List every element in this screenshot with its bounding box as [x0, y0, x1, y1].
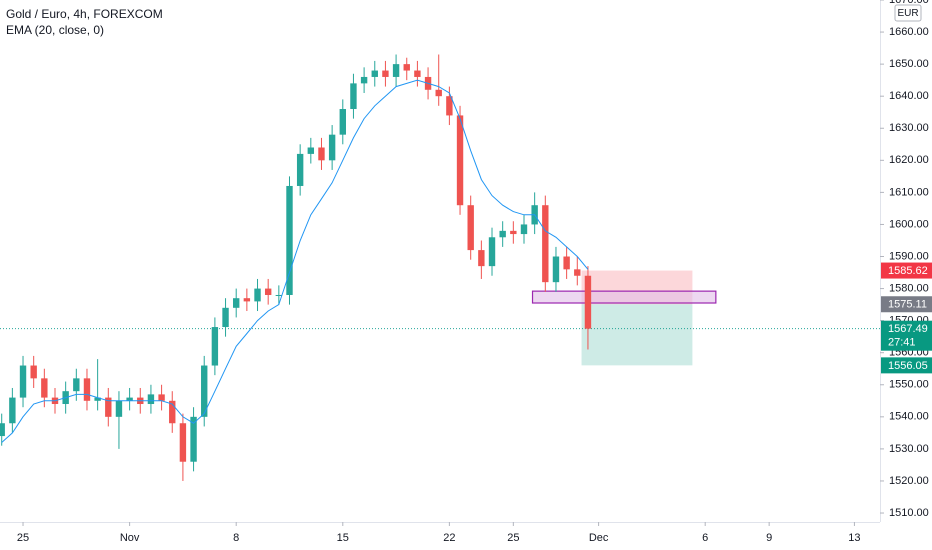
- x-tick-label: 25: [17, 532, 29, 544]
- candle-body: [296, 153, 304, 186]
- y-tick-label: 1550.00: [889, 379, 929, 391]
- y-tick-label: 1620.00: [889, 154, 929, 166]
- chart-title: Gold / Euro, 4h, FOREXCOM: [6, 7, 163, 21]
- x-tick-label: 25: [507, 532, 519, 544]
- current-price-label: 1567.49: [888, 323, 928, 335]
- candle-body: [339, 109, 346, 135]
- candle-body: [254, 288, 261, 302]
- x-tick-label: 15: [337, 532, 349, 544]
- candle-body: [478, 250, 485, 267]
- candle-body: [360, 76, 368, 84]
- y-tick-label: 1530.00: [889, 443, 929, 455]
- x-tick-label: Nov: [120, 532, 140, 544]
- candle-body: [179, 423, 187, 462]
- candle-body: [211, 327, 219, 366]
- candle-body: [190, 416, 197, 462]
- candle-body: [488, 237, 496, 267]
- countdown-label: 27:41: [888, 337, 916, 349]
- candle-body: [520, 224, 528, 235]
- candle-body: [105, 397, 112, 417]
- candle-body: [222, 307, 229, 328]
- stop-price-badge: [881, 262, 932, 279]
- candle-body: [19, 365, 27, 398]
- candle-body: [307, 147, 315, 154]
- candle-body: [574, 269, 581, 276]
- candle-body: [0, 423, 5, 437]
- candle-body: [318, 147, 325, 161]
- candle-body: [243, 298, 251, 302]
- candle-body: [542, 205, 549, 283]
- candle-body: [275, 294, 283, 296]
- y-tick-label: 1610.00: [889, 186, 929, 198]
- candle-body: [158, 394, 165, 401]
- x-tick-label: 9: [766, 532, 772, 544]
- candle-body: [286, 185, 293, 295]
- candle-body: [371, 70, 378, 77]
- indicator-label: EMA (20, close, 0): [6, 23, 104, 37]
- candle-body: [83, 378, 91, 401]
- candle-body: [414, 70, 421, 77]
- x-tick-label: 13: [848, 532, 860, 544]
- entry-price-label: 1575.11: [888, 299, 927, 311]
- target-price-badge: [881, 357, 932, 374]
- candle-body: [233, 298, 240, 308]
- x-tick-label: Dec: [589, 532, 609, 544]
- candle-body: [30, 365, 37, 379]
- candle-body: [94, 397, 101, 401]
- candle-body: [563, 256, 570, 270]
- y-tick-label: 1660.00: [889, 26, 929, 38]
- y-tick-label: 1650.00: [889, 58, 929, 70]
- candle-body: [115, 400, 123, 417]
- y-tick-label: 1510.00: [889, 507, 929, 519]
- y-tick-label: 1630.00: [889, 122, 929, 134]
- candle-body: [403, 64, 410, 71]
- candle-body: [382, 70, 389, 77]
- candle-body: [584, 275, 592, 329]
- candle-body: [456, 115, 464, 206]
- y-tick-label: 1520.00: [889, 475, 929, 487]
- y-tick-label: 1600.00: [889, 218, 929, 230]
- y-tick-label: 1640.00: [889, 90, 929, 102]
- candle-body: [147, 394, 155, 405]
- candle-body: [169, 400, 176, 424]
- candle-body: [552, 256, 560, 283]
- candle-body: [499, 230, 506, 238]
- candle-body: [467, 205, 474, 251]
- candle-body: [328, 134, 336, 161]
- candle-body: [126, 397, 133, 401]
- candle-body: [201, 365, 208, 417]
- ema-line: [1, 79, 589, 443]
- x-tick-label: 6: [702, 532, 708, 544]
- candle-body: [510, 230, 517, 235]
- stop-price-label: 1585.62: [888, 265, 928, 277]
- x-tick-label: 22: [443, 532, 455, 544]
- entry-price-badge: [881, 296, 932, 313]
- y-tick-label: 1670.00: [889, 0, 929, 6]
- target-zone: [581, 304, 693, 366]
- candle-body: [41, 378, 48, 398]
- plot-area: [0, 54, 880, 481]
- candle-body: [264, 288, 272, 295]
- x-tick-label: 8: [233, 532, 239, 544]
- current-price-badge: [881, 320, 932, 351]
- candle-body: [350, 83, 357, 110]
- currency-label: EUR: [897, 8, 918, 19]
- y-tick-label: 1540.00: [889, 411, 929, 423]
- currency-badge[interactable]: [894, 4, 922, 22]
- candle-body: [9, 397, 16, 424]
- y-tick-label: 1590.00: [889, 250, 929, 262]
- candle-body: [435, 89, 442, 97]
- target-price-label: 1556.05: [888, 360, 928, 372]
- zone-rectangle: [531, 290, 717, 304]
- candle-body: [392, 64, 400, 77]
- y-tick-label: 1580.00: [889, 282, 929, 294]
- candle-body: [73, 378, 80, 392]
- candle-body: [446, 96, 453, 116]
